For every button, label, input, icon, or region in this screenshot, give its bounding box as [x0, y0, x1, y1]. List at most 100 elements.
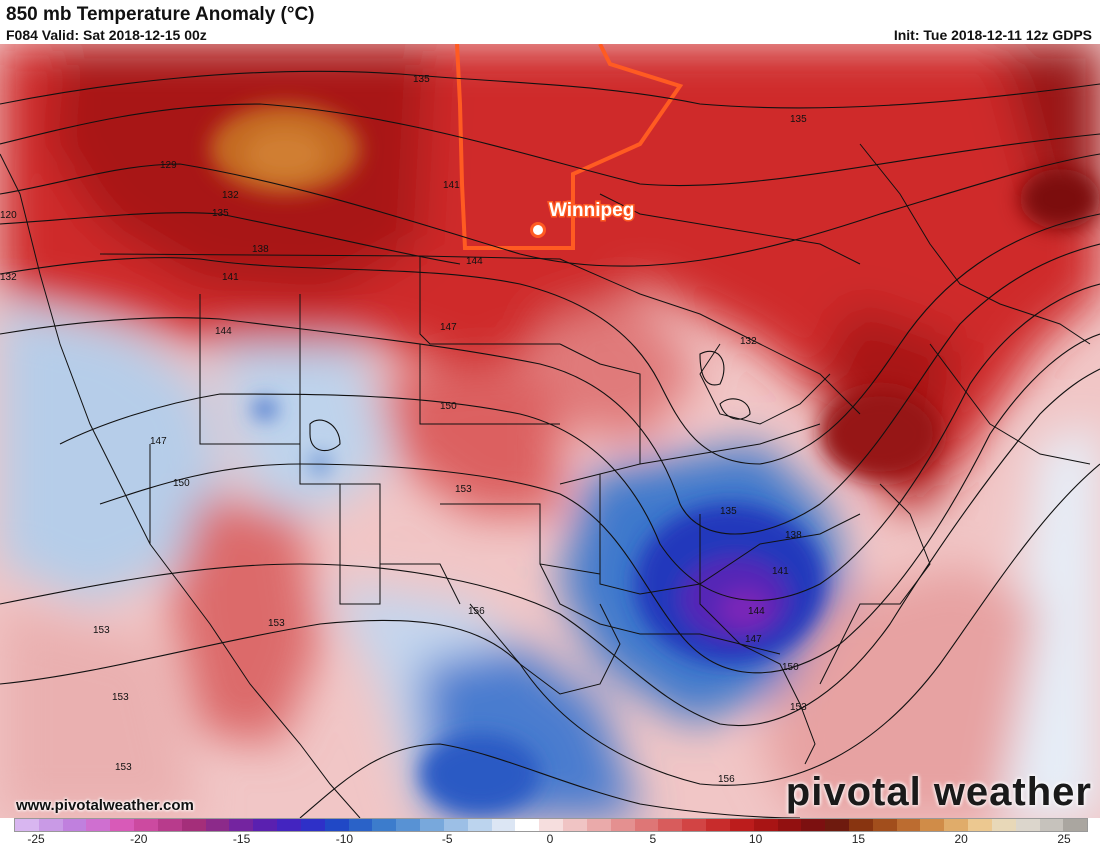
contour-label: 150 — [440, 401, 457, 412]
init-time: Init: Tue 2018-12-11 12z GDPS — [893, 27, 1092, 43]
colorbar-tick-label: -15 — [232, 832, 251, 846]
colorbar-swatch — [1015, 819, 1040, 831]
contour-label: 135 — [790, 114, 807, 125]
contour-label: 153 — [790, 702, 807, 713]
colorbar-swatch — [729, 819, 754, 831]
colorbar-swatch — [157, 819, 182, 831]
contour-label: 141 — [772, 566, 789, 577]
colorbar-swatch — [491, 819, 516, 831]
contour-label: 153 — [455, 484, 472, 495]
colorbar-tick-label: 10 — [748, 832, 763, 846]
contour-label: 153 — [93, 625, 110, 636]
colorbar-swatch — [443, 819, 468, 831]
colorbar-swatch — [801, 819, 826, 831]
colorbar-tick-label: -10 — [335, 832, 354, 846]
city-label: Winnipeg — [549, 200, 634, 221]
brand-logo: pivotal weather — [785, 770, 1092, 814]
colorbar — [14, 818, 1088, 832]
contour-label: 150 — [782, 662, 799, 673]
colorbar-swatch — [277, 819, 301, 831]
colorbar-swatch — [968, 819, 992, 831]
header: 850 mb Temperature Anomaly (°C) F084 Val… — [0, 0, 1100, 44]
colorbar-tick-label: -5 — [441, 832, 453, 846]
contour-label: 147 — [150, 436, 167, 447]
contour-label: 135 — [720, 506, 737, 517]
contour-label: 150 — [173, 478, 190, 489]
website-link[interactable]: www.pivotalweather.com — [16, 797, 194, 814]
colorbar-ticks: -25 -20 -15 -10 -5 0 5 10 15 20 25 — [0, 832, 1100, 850]
contour-label: 153 — [115, 762, 132, 773]
contour-label: 141 — [443, 180, 460, 191]
height-contours — [0, 70, 1100, 818]
colorbar-swatch — [825, 819, 849, 831]
colorbar-tick-label: 15 — [851, 832, 866, 846]
colorbar-tick-label: 25 — [1057, 832, 1071, 846]
colorbar-tick-label: 5 — [649, 832, 657, 846]
colorbar-swatch — [396, 819, 421, 831]
colorbar-swatch — [1063, 819, 1088, 831]
contour-label: 138 — [785, 530, 802, 541]
contour-label: 156 — [468, 606, 485, 617]
colorbar-swatch — [300, 819, 325, 831]
colorbar-swatch — [110, 819, 135, 831]
colorbar-tick-label: -20 — [130, 832, 148, 846]
colorbar-swatch — [62, 819, 87, 831]
colorbar-swatch — [753, 819, 778, 831]
contour-label: 144 — [215, 326, 232, 337]
colorbar-swatch — [682, 819, 707, 831]
contour-label: 144 — [748, 606, 765, 617]
contour-label: 147 — [440, 322, 457, 333]
colorbar-swatch — [563, 819, 587, 831]
colorbar-swatch — [539, 819, 564, 831]
contour-label: 153 — [268, 618, 285, 629]
colorbar-tick-label: 20 — [954, 832, 968, 846]
colorbar-swatch — [324, 819, 349, 831]
colorbar-swatch — [658, 819, 683, 831]
contour-label: 138 — [252, 244, 269, 255]
colorbar-swatch — [348, 819, 373, 831]
contour-label: 132 — [0, 272, 17, 283]
colorbar-swatch — [777, 819, 802, 831]
colorbar-swatch — [944, 819, 969, 831]
contour-label: 141 — [222, 272, 239, 283]
contour-label: 132 — [222, 190, 239, 201]
contour-label: 132 — [740, 336, 757, 347]
colorbar-swatch — [181, 819, 206, 831]
colorbar-swatch — [920, 819, 945, 831]
colorbar-swatch — [253, 819, 278, 831]
colorbar-swatch — [205, 819, 230, 831]
colorbar-swatch — [634, 819, 659, 831]
colorbar-swatch — [706, 819, 730, 831]
colorbar-swatch — [872, 819, 897, 831]
colorbar-swatch — [134, 819, 158, 831]
contour-label: 156 — [718, 774, 735, 785]
contour-label: 135 — [212, 208, 229, 219]
anomaly-map[interactable]: 120 129 132 135 135 135 138 141 141 141 … — [0, 44, 1100, 818]
colorbar-tick-label: 0 — [546, 832, 554, 846]
valid-time: F084 Valid: Sat 2018-12-15 00z — [6, 27, 207, 43]
city-marker-winnipeg[interactable]: Winnipeg — [530, 199, 636, 238]
city-dot-icon — [530, 222, 546, 238]
contour-label: 135 — [413, 74, 430, 85]
colorbar-swatch — [586, 819, 611, 831]
colorbar-swatch — [372, 819, 397, 831]
contour-label: 153 — [112, 692, 129, 703]
colorbar-swatch — [15, 819, 39, 831]
contour-label: 120 — [0, 210, 17, 221]
colorbar-swatch — [420, 819, 444, 831]
colorbar-swatch — [38, 819, 63, 831]
map-title: 850 mb Temperature Anomaly (°C) — [6, 4, 315, 25]
colorbar-swatch — [610, 819, 635, 831]
colorbar-swatch — [896, 819, 921, 831]
colorbar-swatch — [848, 819, 873, 831]
colorbar-swatch — [1039, 819, 1064, 831]
colorbar-swatch — [991, 819, 1016, 831]
colorbar-swatch — [86, 819, 111, 831]
contour-label: 129 — [160, 160, 177, 171]
contour-label: 147 — [745, 634, 762, 645]
colorbar-swatch — [229, 819, 254, 831]
colorbar-swatch — [515, 819, 540, 831]
colorbar-swatch — [467, 819, 492, 831]
colorbar-tick-label: -25 — [27, 832, 45, 846]
contour-labels: 120 129 132 135 135 135 138 141 141 141 … — [0, 74, 807, 785]
